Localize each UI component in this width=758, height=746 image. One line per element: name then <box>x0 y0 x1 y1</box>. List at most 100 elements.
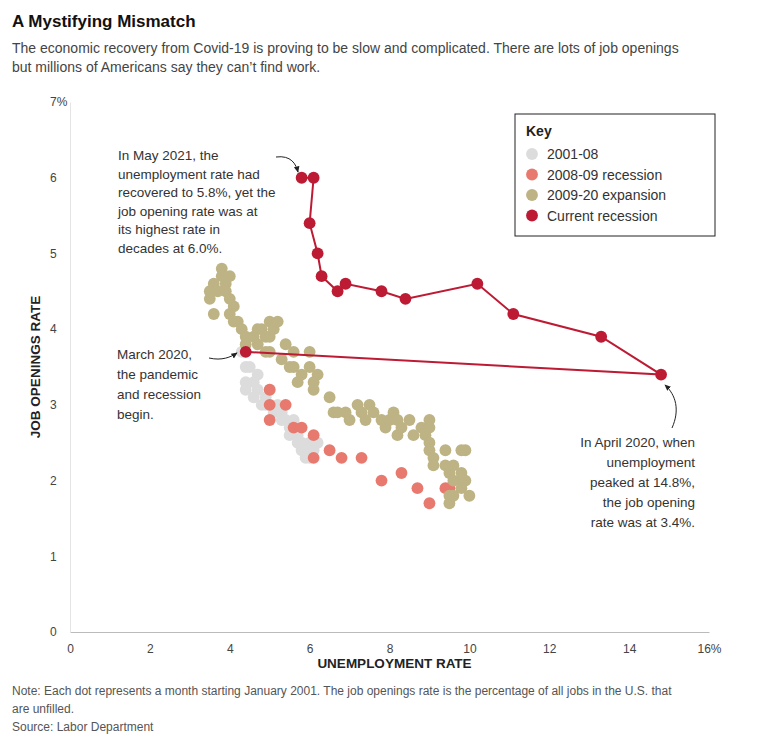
point <box>304 217 316 229</box>
point <box>272 316 284 328</box>
y-axis-line <box>70 103 71 633</box>
annotation-arrow <box>276 157 298 172</box>
point <box>312 248 324 260</box>
point <box>308 429 320 441</box>
y-tick: 6 <box>50 171 70 185</box>
y-tick-label: 3 <box>50 398 57 412</box>
note: Note: Each dot represents a month starti… <box>12 684 672 698</box>
y-tick-label: 0 <box>50 625 57 639</box>
point <box>264 414 276 426</box>
y-tick: 3 <box>50 398 70 412</box>
y-tick: 4 <box>50 322 70 336</box>
point <box>308 172 320 184</box>
legend-box <box>515 114 715 236</box>
legend-label: 2009-20 expansion <box>547 187 666 203</box>
x-tick: 4 <box>227 632 234 656</box>
annotation-text: unemployment rate had <box>118 167 260 182</box>
point <box>316 270 328 282</box>
point <box>412 482 424 494</box>
x-tick-label: 2 <box>147 642 154 656</box>
annotation-text: In April 2020, when <box>580 435 695 450</box>
plot-area <box>204 172 667 509</box>
point <box>308 376 320 388</box>
point <box>655 369 667 381</box>
y-tick-label: 6 <box>50 171 57 185</box>
legend-label: 2008-09 recession <box>547 167 662 183</box>
point <box>308 452 320 464</box>
legend-label: 2001-08 <box>547 146 599 162</box>
point <box>296 172 308 184</box>
point <box>224 270 236 282</box>
point <box>439 444 451 456</box>
x-tick-label: 16% <box>697 642 721 656</box>
legend-swatch <box>526 148 538 160</box>
annotation-text: the pandemic <box>117 367 198 382</box>
series-line <box>246 178 661 375</box>
point <box>288 346 300 358</box>
x-tick: 0 <box>67 632 74 656</box>
title: A Mystifying Mismatch <box>12 12 196 31</box>
y-axis-title: JOB OPENINGS RATE <box>28 296 43 438</box>
point <box>595 331 607 343</box>
y-tick: 5 <box>50 247 70 261</box>
annotation-arrow <box>209 353 237 359</box>
point <box>336 452 348 464</box>
y-tick: 7% <box>50 95 70 109</box>
x-tick-label: 10 <box>463 642 477 656</box>
point <box>280 399 292 411</box>
annotation: March 2020,the pandemicand recessionbegi… <box>117 347 237 422</box>
point <box>356 452 368 464</box>
y-tick-label: 1 <box>50 550 57 564</box>
point <box>459 475 471 487</box>
x-tick: 12 <box>543 632 557 656</box>
point <box>264 399 276 411</box>
annotation-arrow <box>665 385 676 428</box>
legend-swatch <box>526 189 538 201</box>
x-axis-title: UNEMPLOYMENT RATE <box>317 656 471 671</box>
x-axis: 0 2 4 6 8 10 12 14 16% <box>67 632 722 656</box>
annotation-text: rate was at 3.4%. <box>591 515 695 530</box>
series <box>236 346 324 464</box>
source: Source: Labor Department <box>12 720 154 734</box>
series <box>204 263 475 510</box>
point <box>324 391 336 403</box>
point <box>507 308 519 320</box>
y-tick: 0 <box>50 625 70 639</box>
legend-label: Current recession <box>547 208 658 224</box>
note: are unfilled. <box>12 702 74 716</box>
annotation-text: unemployment <box>606 455 695 470</box>
point <box>276 414 288 426</box>
subtitle: The economic recovery from Covid-19 is p… <box>12 40 679 56</box>
y-tick-label: 2 <box>50 474 57 488</box>
x-axis-line <box>71 632 710 633</box>
y-tick-label: 7% <box>50 95 68 109</box>
point <box>264 384 276 396</box>
annotation-text: the job opening <box>603 495 695 510</box>
annotation: In May 2021, the unemployment rate had rec… <box>117 148 298 256</box>
x-tick-label: 6 <box>307 642 314 656</box>
annotation-text: job opening rate was at <box>117 204 258 219</box>
annotation-text: peaked at 14.8%, <box>590 475 695 490</box>
point <box>376 475 388 487</box>
point <box>332 285 344 297</box>
annotation-text: recovered to 5.8%, yet the <box>118 185 276 200</box>
annotation-text: In May 2021, the <box>118 148 219 163</box>
chart: A Mystifying Mismatch The economic recove… <box>0 0 758 746</box>
point <box>208 308 220 320</box>
point <box>463 490 475 502</box>
annotation-text: decades at 6.0%. <box>118 241 222 256</box>
point <box>428 460 440 472</box>
point <box>240 346 252 358</box>
point <box>424 414 436 426</box>
annotation-text: March 2020, <box>117 347 192 362</box>
x-tick: 8 <box>387 632 394 656</box>
legend-swatch <box>526 210 538 222</box>
x-tick: 2 <box>147 632 154 656</box>
x-tick-label: 14 <box>623 642 637 656</box>
x-tick-label: 4 <box>227 642 234 656</box>
y-tick: 2 <box>50 474 70 488</box>
y-tick-label: 4 <box>50 322 57 336</box>
y-tick-label: 5 <box>50 247 57 261</box>
annotation-text: its highest rate in <box>118 222 220 237</box>
point <box>455 444 467 456</box>
